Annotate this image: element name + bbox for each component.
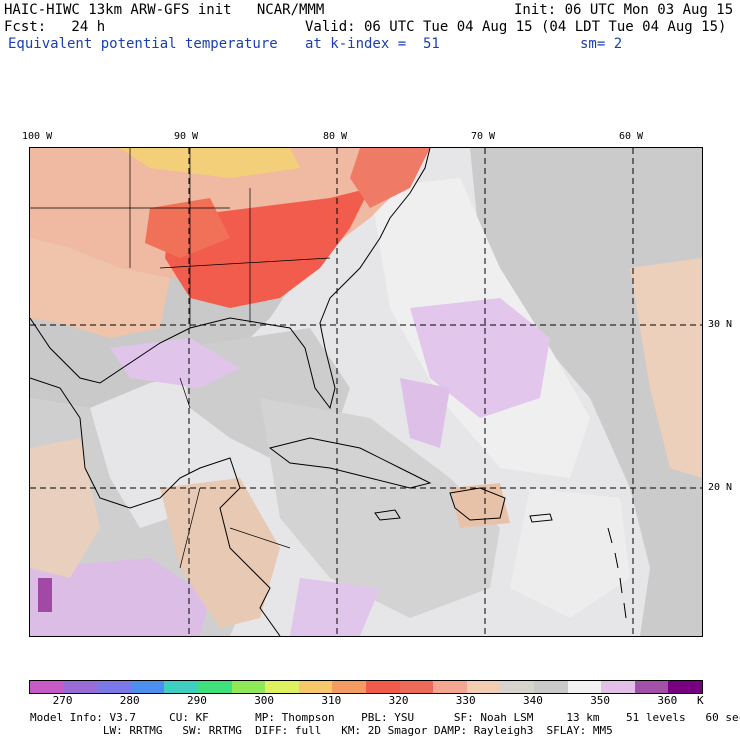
colorbar-swatch [164,681,198,693]
colorbar-swatch [668,681,702,693]
model-info-line2: LW: RRTMG SW: RRTMG DIFF: full KM: 2D Sm… [30,724,613,737]
colorbar-swatch [130,681,165,693]
lesser-antilles [607,527,627,619]
colorbar-swatch [433,681,467,693]
field-name: Equivalent potential temperature [8,36,278,52]
colorbar-label: 300 [254,694,275,707]
field-purple-spot [38,578,52,612]
field-lavender-pacific [30,558,210,636]
level-label: at k-index = 51 [305,36,440,52]
cuba-outline [268,437,432,489]
colorbar-swatch [63,681,98,693]
header-valid: Valid: 06 UTC Tue 04 Aug 15 (04 LDT Tue … [305,19,727,35]
colorbar-swatch [601,681,635,693]
lon-label-90w: 90 W [174,131,199,142]
header-title: HAIC-HIWC 13km ARW-GFS init NCAR/MMM [4,2,325,18]
colorbar-label: 270 [52,694,73,707]
map-panel [29,147,703,637]
colorbar-swatch [97,681,131,693]
jamaica-outline [374,509,401,521]
colorbar [29,680,703,694]
colorbar-label: 290 [187,694,207,707]
smoothing-label: sm= 2 [580,36,623,52]
lon-label-80w: 80 W [323,131,348,142]
colorbar-label: 320 [388,694,409,707]
colorbar-swatch [365,681,400,693]
lon-label-60w: 60 W [619,131,644,142]
colorbar-swatch [231,681,266,693]
field-tan-central-america [160,478,280,628]
colorbar-swatch [567,681,602,693]
puerto-rico-outline [529,513,553,523]
colorbar-label: 310 [321,694,342,707]
colorbar-label: 350 [590,694,611,707]
field-tan-hispaniola [450,483,510,528]
colorbar-swatch [533,681,568,693]
colorbar-label: 280 [119,694,140,707]
colorbar-swatch [265,681,299,693]
field-tan-plains [30,238,170,338]
field-yellow-north [120,148,300,178]
colorbar-swatch [197,681,232,693]
political-borders [30,148,331,569]
lon-label-70w: 70 W [471,131,496,142]
lat-label-30n: 30 N [708,319,733,330]
field-red-west [145,198,230,258]
colorbar-label: K [697,694,704,707]
lon-label-100w: 100 W [22,131,53,142]
colorbar-swatch [298,681,333,693]
header-forecast: Fcst: 24 h [4,19,106,35]
colorbar-swatch [500,681,534,693]
field-tan-mexico-west [30,438,100,578]
lat-label-20n: 20 N [708,482,733,493]
field-light-east [510,488,630,618]
header-init: Init: 06 UTC Mon 03 Aug 15 [514,2,734,18]
model-info-line1: Model Info: V3.7 CU: KF MP: Thompson PBL… [30,711,740,724]
field-lavender-gulf [110,338,240,388]
coastlines [30,148,627,636]
us-coastline [30,148,431,410]
map-svg [30,148,702,636]
field-lavender-bahamas [400,378,450,448]
field-lavender-caribbean-sw [290,578,380,636]
field-grey-caribbean [260,398,500,618]
field-red-northeast [350,148,430,208]
mexico-coastline [30,377,281,636]
colorbar-label: 360 [657,694,678,707]
field-tan-east [630,258,702,478]
colorbar-swatch [466,681,501,693]
colorbar-label: 340 [523,694,543,707]
colorbar-swatch [634,681,669,693]
colorbar-swatch [332,681,366,693]
colorbar-swatch [399,681,434,693]
lat-lon-grid [30,148,702,636]
colorbar-label: 330 [455,694,476,707]
colorbar-swatch [30,681,64,693]
